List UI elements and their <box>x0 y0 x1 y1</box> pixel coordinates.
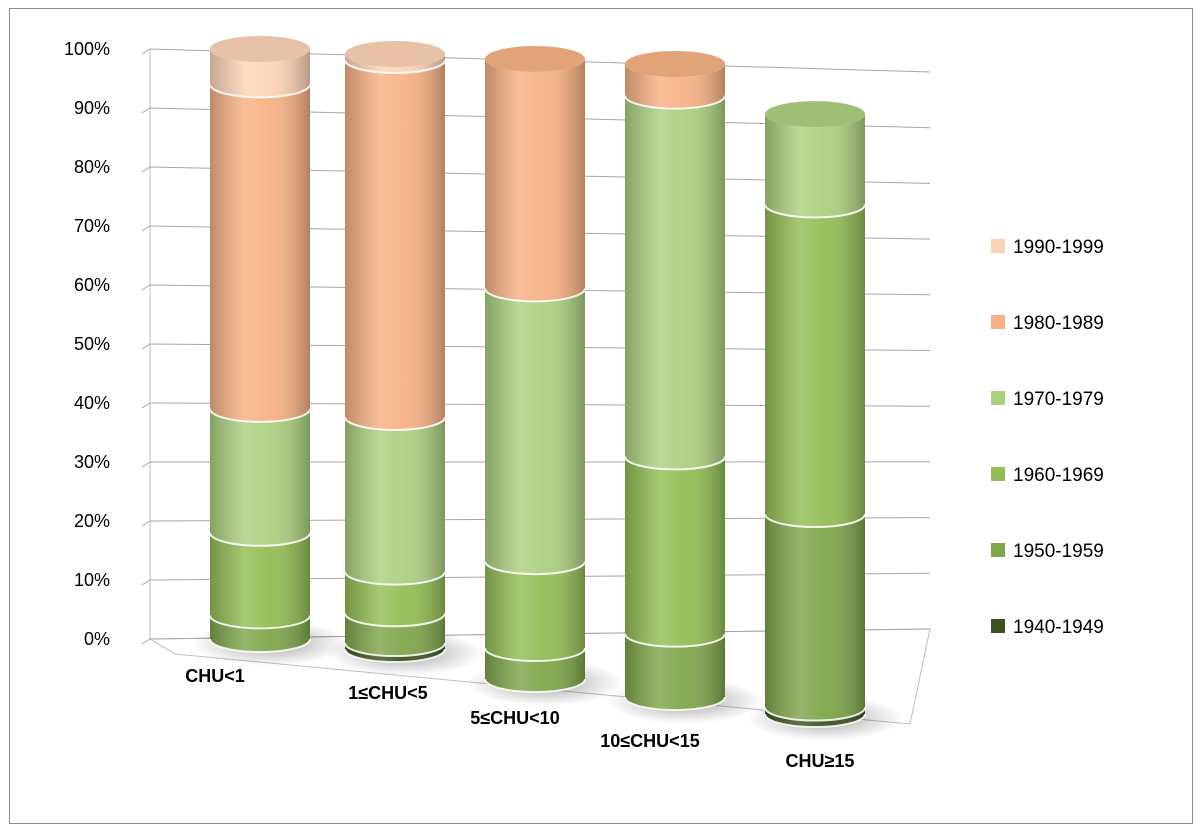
bar-segment <box>484 288 586 576</box>
bar-stack <box>607 51 763 724</box>
bar-segment <box>624 51 726 110</box>
bar-top <box>765 101 865 128</box>
bar-stack <box>327 41 483 676</box>
bar-segment <box>344 613 446 658</box>
bar-segment <box>484 561 586 662</box>
x-tick-label: 10≤CHU<15 <box>600 731 699 751</box>
bar-segment <box>344 571 446 628</box>
bar-segment <box>344 416 446 586</box>
legend-label: 1960-1969 <box>1013 465 1104 486</box>
legend-label: 1990-1999 <box>1013 237 1104 258</box>
legend-item: 1970-1979 <box>991 389 1104 410</box>
bar-segment <box>764 707 866 728</box>
y-tick-label: 80% <box>74 157 110 177</box>
bar-segment <box>624 95 726 471</box>
bar-segment <box>764 204 866 529</box>
y-tick-label: 30% <box>74 452 110 472</box>
y-tick-label: 0% <box>84 629 110 649</box>
bar-segment <box>344 41 446 74</box>
legend-swatch <box>991 391 1005 405</box>
chart-frame: 0% 10% 20% 30% 40% 50% 60% 70% 80% 90% 100% CHU<1 1… <box>9 8 1193 824</box>
legend-swatch <box>991 315 1005 329</box>
legend-item: 1960-1969 <box>991 465 1104 486</box>
chart-legend: 1990-1999 1980-1989 1970-1979 1960-1969 1950… <box>991 237 1104 638</box>
bar-top <box>625 51 725 77</box>
legend-label: 1970-1979 <box>1013 389 1104 410</box>
bar-segment <box>624 456 726 648</box>
bar-segment <box>624 633 726 711</box>
bar-segment <box>209 84 311 423</box>
legend-swatch <box>991 239 1005 253</box>
x-axis: CHU<1 1≤CHU<5 5≤CHU<10 10≤CHU<15 CHU≥15 <box>185 666 854 771</box>
y-tick-label: 20% <box>74 511 110 531</box>
bar-segment <box>484 648 586 693</box>
y-tick-label: 50% <box>74 334 110 354</box>
bar-segment <box>764 514 866 722</box>
legend-label: 1980-1989 <box>1013 313 1104 334</box>
legend-item: 1980-1989 <box>991 313 1104 334</box>
bar-segment <box>209 532 311 630</box>
y-axis: 0% 10% 20% 30% 40% 50% 60% 70% 80% 90% 100% <box>64 39 110 649</box>
legend-label: 1950-1959 <box>1013 541 1104 562</box>
bar-segment <box>484 46 586 303</box>
bar-stack <box>467 46 623 706</box>
bar-stack <box>192 36 348 666</box>
bar-stack <box>747 101 903 741</box>
y-tick-label: 70% <box>74 216 110 236</box>
x-tick-label: CHU<1 <box>185 666 245 686</box>
x-tick-label: CHU≥15 <box>786 751 855 771</box>
x-tick-label: 1≤CHU<5 <box>348 683 427 703</box>
bar-segment <box>209 408 311 547</box>
legend-item: 1990-1999 <box>991 237 1104 258</box>
chart-bars <box>192 36 903 741</box>
bar-segment <box>344 59 446 431</box>
legend-swatch <box>991 619 1005 633</box>
bar-top <box>485 46 585 72</box>
chart-plot: 0% 10% 20% 30% 40% 50% 60% 70% 80% 90% 100% CHU<1 1… <box>64 36 1104 771</box>
legend-swatch <box>991 543 1005 557</box>
y-tick-label: 60% <box>74 275 110 295</box>
bar-segment <box>344 643 446 663</box>
x-tick-label: 5≤CHU<10 <box>470 708 559 728</box>
legend-item: 1950-1959 <box>991 541 1104 562</box>
y-tick-label: 90% <box>74 98 110 118</box>
legend-item: 1940-1949 <box>991 617 1104 638</box>
bar-top <box>210 36 310 62</box>
legend-label: 1940-1949 <box>1013 617 1104 638</box>
legend-swatch <box>991 467 1005 481</box>
y-tick-label: 10% <box>74 570 110 590</box>
bar-segment <box>209 615 311 653</box>
bar-segment <box>764 101 866 219</box>
y-tick-label: 100% <box>64 39 110 59</box>
bar-top <box>345 41 445 67</box>
y-tick-label: 40% <box>74 393 110 413</box>
bar-segment <box>209 36 311 99</box>
